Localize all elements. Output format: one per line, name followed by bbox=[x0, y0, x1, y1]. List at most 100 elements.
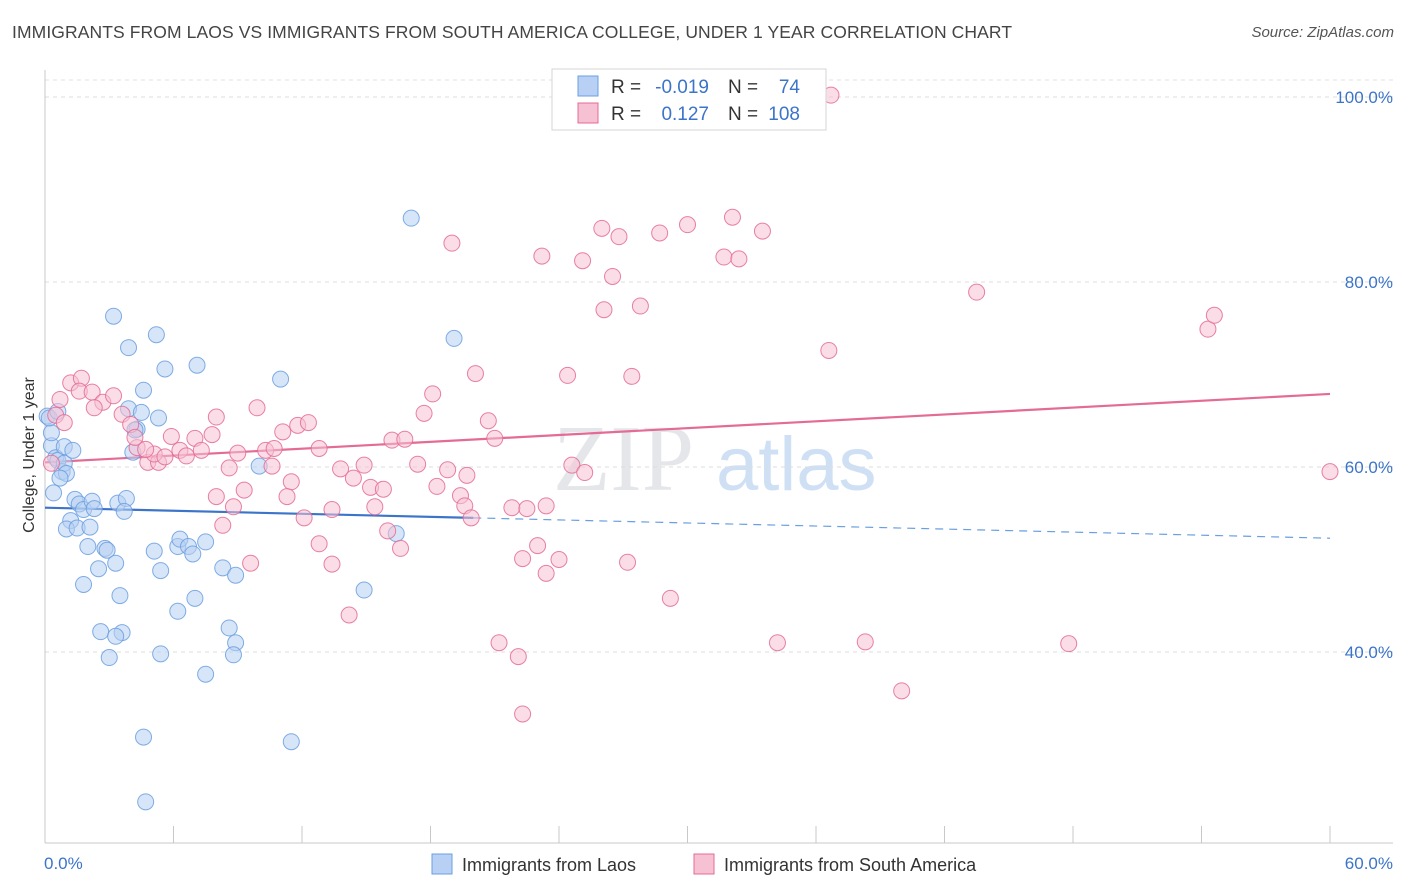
data-point bbox=[152, 645, 170, 663]
legend-r-value-1: -0.019 bbox=[655, 77, 709, 98]
data-point bbox=[462, 509, 480, 527]
y-tick-label: 60.0% bbox=[1345, 458, 1393, 477]
data-point bbox=[51, 469, 69, 487]
data-point bbox=[214, 516, 232, 534]
data-point bbox=[593, 219, 611, 237]
data-point bbox=[45, 484, 63, 502]
legend-r-label-1: R = bbox=[611, 77, 641, 98]
data-point bbox=[120, 339, 138, 357]
data-point bbox=[220, 619, 238, 637]
data-point bbox=[132, 403, 150, 421]
data-point bbox=[550, 551, 568, 568]
data-point bbox=[1199, 320, 1217, 338]
data-point bbox=[111, 587, 129, 605]
data-point bbox=[42, 424, 60, 442]
data-point bbox=[623, 367, 641, 385]
data-point bbox=[392, 539, 410, 557]
data-point bbox=[518, 500, 536, 518]
data-point bbox=[514, 705, 532, 723]
data-point bbox=[115, 502, 133, 520]
data-point bbox=[263, 457, 281, 475]
data-point bbox=[514, 550, 532, 568]
data-point bbox=[107, 554, 125, 572]
x-tick-label-max: 60.0% bbox=[1345, 854, 1393, 873]
legend-r-label-2: R = bbox=[611, 104, 641, 125]
data-point bbox=[224, 646, 242, 664]
data-point bbox=[81, 518, 99, 536]
correlation-legend: R = -0.019 N = 74 R = 0.127 N = 108 bbox=[551, 68, 827, 131]
data-point bbox=[197, 665, 215, 683]
data-point bbox=[445, 329, 463, 347]
data-point bbox=[559, 366, 577, 384]
data-point bbox=[715, 248, 733, 266]
data-point bbox=[184, 545, 202, 563]
data-point bbox=[563, 456, 581, 474]
y-tick-label: 100.0% bbox=[1335, 88, 1393, 107]
data-point bbox=[820, 341, 838, 359]
watermark-atlas: atlas bbox=[716, 422, 877, 507]
data-point bbox=[214, 559, 232, 577]
data-point bbox=[379, 522, 397, 540]
data-point bbox=[192, 441, 210, 459]
data-point bbox=[466, 365, 484, 383]
data-point bbox=[137, 793, 155, 811]
data-point bbox=[619, 553, 637, 571]
data-point bbox=[42, 454, 60, 472]
data-point bbox=[100, 649, 118, 667]
data-point bbox=[310, 440, 328, 457]
data-point bbox=[893, 682, 911, 700]
data-point bbox=[224, 498, 242, 516]
data-point bbox=[242, 554, 260, 572]
data-point bbox=[248, 399, 266, 417]
data-point bbox=[409, 455, 427, 473]
data-point bbox=[265, 440, 283, 457]
data-point bbox=[299, 414, 317, 432]
legend-n-value-1: 74 bbox=[779, 77, 801, 98]
data-point bbox=[439, 461, 457, 479]
axes bbox=[44, 70, 1393, 844]
data-point bbox=[856, 633, 874, 651]
data-point bbox=[156, 360, 174, 378]
data-point bbox=[126, 428, 144, 446]
data-point bbox=[188, 356, 206, 374]
data-point bbox=[490, 634, 508, 652]
data-point bbox=[374, 480, 392, 498]
legend-swatch-laos bbox=[577, 75, 599, 97]
data-point bbox=[75, 575, 93, 593]
data-point bbox=[332, 460, 350, 478]
legend-n-value-2: 108 bbox=[768, 104, 800, 125]
data-point bbox=[107, 627, 125, 645]
data-point bbox=[509, 648, 527, 666]
data-point bbox=[105, 387, 123, 405]
bottom-legend-label-south-america: Immigrants from South America bbox=[724, 855, 977, 875]
bottom-legend-label-laos: Immigrants from Laos bbox=[462, 855, 636, 875]
data-point bbox=[443, 234, 461, 252]
data-point bbox=[207, 488, 225, 506]
data-point bbox=[610, 228, 628, 246]
data-point bbox=[323, 555, 341, 573]
data-point bbox=[278, 488, 296, 506]
series-south-america bbox=[42, 86, 1339, 723]
data-point bbox=[661, 589, 679, 607]
data-point bbox=[105, 307, 123, 325]
data-point bbox=[162, 427, 180, 445]
data-point bbox=[51, 390, 69, 408]
data-point bbox=[340, 606, 358, 624]
data-point bbox=[366, 498, 384, 516]
data-point bbox=[679, 216, 696, 234]
data-points bbox=[38, 86, 1339, 811]
data-point bbox=[229, 444, 247, 462]
data-point bbox=[295, 509, 313, 527]
data-point bbox=[723, 208, 741, 226]
data-point bbox=[537, 564, 555, 582]
data-point bbox=[503, 499, 521, 517]
data-point bbox=[323, 501, 341, 519]
bottom-legend-swatch-south-america bbox=[693, 853, 715, 875]
data-point bbox=[207, 408, 225, 426]
data-point bbox=[415, 404, 433, 422]
data-point bbox=[64, 441, 82, 459]
trend-line-laos-extension bbox=[473, 517, 1331, 539]
source-credit: Source: ZipAtlas.com bbox=[1251, 24, 1394, 41]
data-point bbox=[576, 464, 594, 482]
